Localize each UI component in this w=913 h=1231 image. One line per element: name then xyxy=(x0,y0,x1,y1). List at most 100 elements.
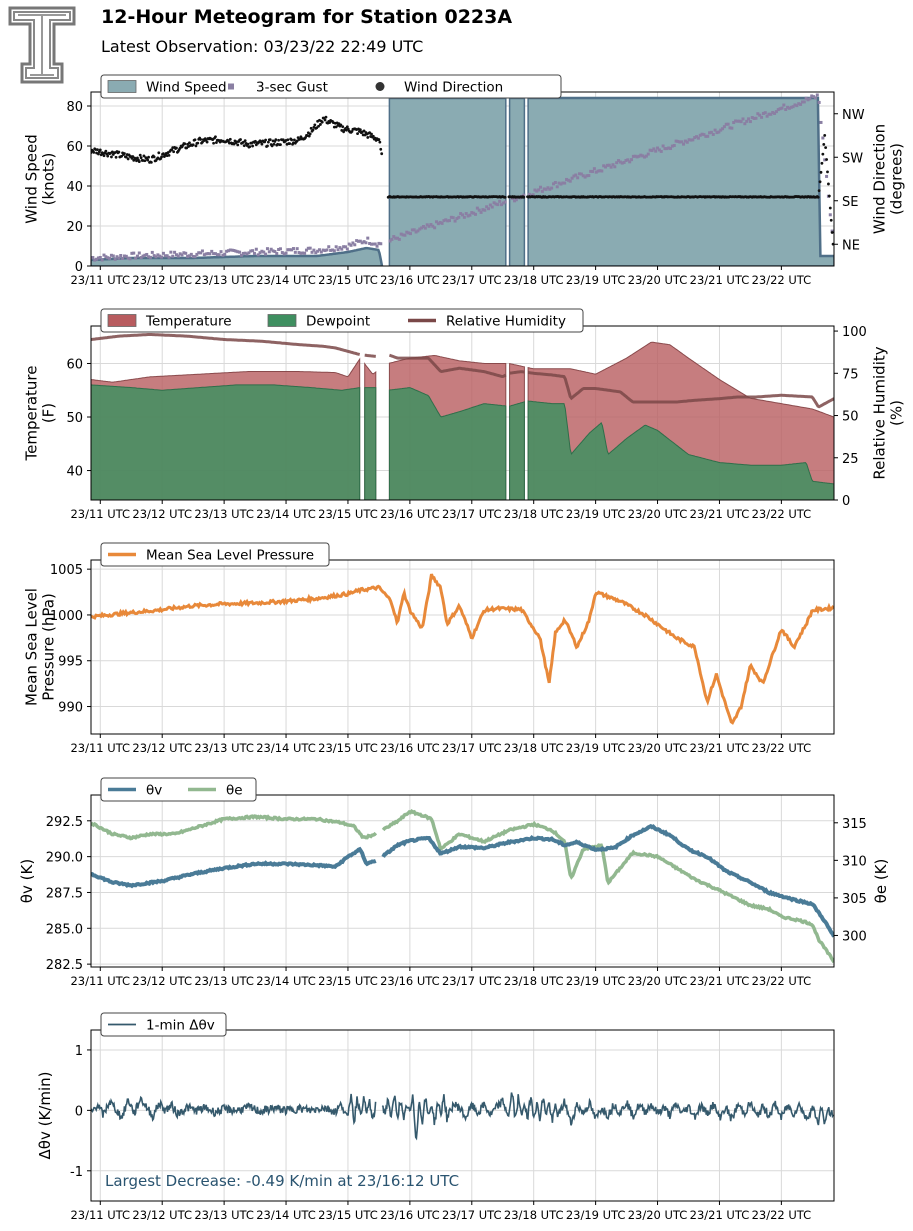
direction-point xyxy=(820,161,824,165)
gust-point xyxy=(249,249,253,253)
gust-point xyxy=(613,165,617,169)
gust-point xyxy=(618,160,622,164)
gust-point xyxy=(145,252,149,256)
legend-label: Temperature xyxy=(145,314,232,330)
x-tick-label: 23/17 UTC xyxy=(442,1208,502,1222)
gust-point xyxy=(429,223,433,227)
legend-label: θe xyxy=(226,783,243,799)
legend-label: Wind Speed xyxy=(146,80,227,96)
gust-point xyxy=(238,250,242,254)
direction-point xyxy=(292,138,296,142)
gust-point xyxy=(563,181,567,185)
gust-point xyxy=(91,256,95,260)
direction-point xyxy=(142,154,146,158)
direction-point xyxy=(191,143,195,147)
gust-point xyxy=(301,251,305,255)
direction-point xyxy=(350,130,354,133)
gust-point xyxy=(778,107,782,111)
legend-theta: θv θe xyxy=(100,777,257,802)
gust-point xyxy=(557,181,561,185)
gust-point xyxy=(195,252,199,256)
gust-point xyxy=(128,257,132,261)
y-tick-label: 40 xyxy=(66,465,83,480)
direction-point xyxy=(281,138,285,142)
gust-point xyxy=(410,228,414,232)
gust-point xyxy=(808,97,812,101)
y-axis-label-right: Relative Humidity(%) xyxy=(871,346,906,479)
gust-point xyxy=(548,187,552,191)
x-tick-label: 23/20 UTC xyxy=(628,273,688,287)
direction-point xyxy=(277,138,281,142)
gust-point xyxy=(154,255,158,259)
gust-point xyxy=(453,219,457,223)
gust-point xyxy=(459,212,463,216)
gust-point xyxy=(397,237,401,241)
gust-point xyxy=(758,113,762,117)
x-tick-label: 23/21 UTC xyxy=(690,1208,750,1222)
direction-point xyxy=(126,157,130,161)
gust-point xyxy=(124,254,128,258)
legend-wind: Wind Speed 3-sec Gust Wind Direction xyxy=(100,74,562,99)
y-tick-label: 1 xyxy=(75,1044,83,1059)
direction-point xyxy=(214,141,218,144)
gust-point xyxy=(646,152,650,156)
gust-point xyxy=(121,256,125,260)
direction-point xyxy=(214,135,217,139)
x-tick-label: 23/18 UTC xyxy=(504,741,564,755)
direction-point xyxy=(212,141,215,145)
gust-point xyxy=(691,138,695,142)
gust-point xyxy=(187,254,191,258)
direction-point xyxy=(241,140,245,144)
gust-point xyxy=(434,220,438,224)
gust-point xyxy=(550,186,554,190)
direction-point xyxy=(286,138,290,142)
gust-point xyxy=(659,149,663,153)
direction-point xyxy=(272,142,276,146)
gust-point xyxy=(132,251,136,255)
direction-point xyxy=(371,134,375,138)
gust-point xyxy=(280,251,284,255)
x-tick-label: 23/22 UTC xyxy=(752,273,812,287)
direction-point xyxy=(828,206,832,210)
direction-point xyxy=(829,218,833,222)
gust-point xyxy=(349,243,353,247)
plot-area-thermo xyxy=(91,326,834,500)
gust-point xyxy=(513,199,517,203)
gust-point xyxy=(804,96,808,100)
gust-point xyxy=(724,122,728,126)
gust-point xyxy=(221,253,225,257)
gust-point xyxy=(388,239,392,243)
wind-speed-area xyxy=(91,97,834,266)
gust-point xyxy=(405,230,409,234)
gust-point xyxy=(637,154,641,158)
gust-point xyxy=(258,251,262,255)
x-tick-label: 23/17 UTC xyxy=(442,273,502,287)
gust-point xyxy=(745,119,749,123)
gust-point xyxy=(206,252,210,256)
gust-point xyxy=(579,172,583,176)
direction-point xyxy=(311,128,315,132)
gust-point xyxy=(178,252,182,256)
gust-point xyxy=(100,258,104,262)
direction-point xyxy=(260,142,264,146)
gust-point xyxy=(165,254,169,258)
gust-point xyxy=(728,126,732,130)
gust-point xyxy=(825,174,829,178)
plot-frame xyxy=(90,559,835,735)
gust-point xyxy=(436,222,440,226)
legend-box xyxy=(100,542,330,567)
gust-point xyxy=(373,242,377,246)
gust-point xyxy=(347,242,351,246)
direction-point xyxy=(205,140,209,144)
legend-box xyxy=(100,777,257,802)
gust-point xyxy=(487,207,491,211)
gust-point xyxy=(479,210,483,214)
y-axis-label: Mean Sea LevelPressure (hPa) xyxy=(23,588,58,706)
gust-point xyxy=(602,164,606,168)
x-tick-label: 23/15 UTC xyxy=(318,1208,378,1222)
y-axis-label: θv (K) xyxy=(18,859,36,903)
gust-point xyxy=(358,239,362,243)
gust-point xyxy=(676,139,680,143)
gust-point xyxy=(245,252,249,256)
gust-point xyxy=(416,229,420,233)
